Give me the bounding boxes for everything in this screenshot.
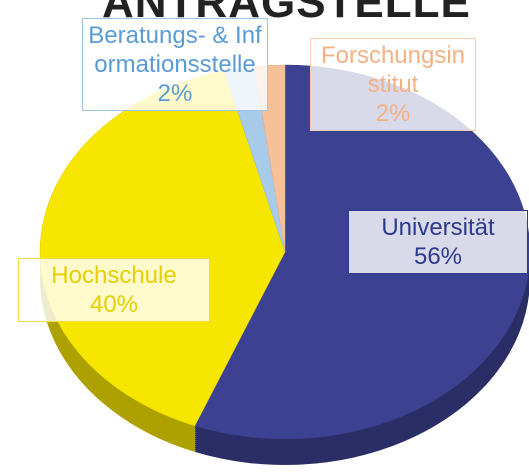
data-label: Beratungs- & Informationsstelle 2%: [82, 18, 268, 111]
value-label: 2%: [375, 100, 411, 127]
value-label: 2%: [157, 80, 193, 107]
value-label: 56%: [413, 243, 463, 270]
data-label: Forschungsinstitut 2%: [310, 38, 476, 131]
data-label: Universität 56%: [348, 210, 528, 274]
category-label: Hochschule: [51, 262, 177, 289]
category-label: Forschungsinstitut: [320, 42, 466, 98]
value-label: 40%: [89, 291, 139, 318]
category-label: Beratungs- & Informationsstelle: [88, 22, 262, 78]
category-label: Universität: [381, 214, 495, 241]
data-label: Hochschule 40%: [18, 258, 210, 322]
